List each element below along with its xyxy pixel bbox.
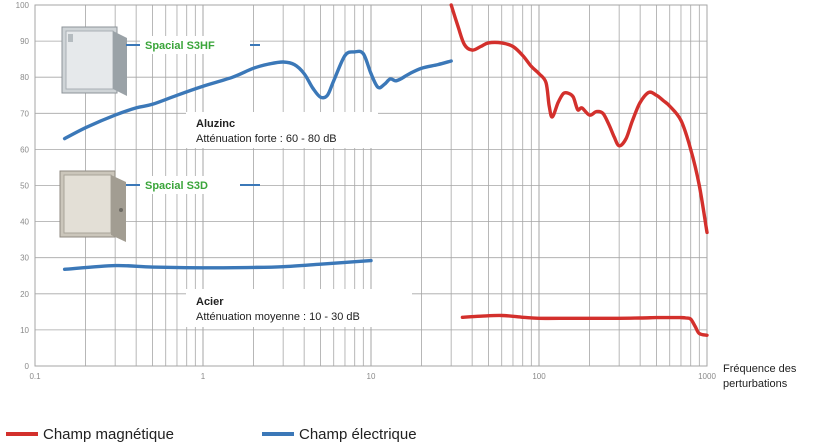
x-tick-label: 1000	[698, 372, 716, 381]
series-champ-magnetique	[449, 3, 709, 337]
series-line-champ-magnetique-segment-1	[449, 3, 709, 235]
y-tick-label: 20	[20, 290, 29, 299]
svg-text:Atténuation moyenne : 10 - 30: Atténuation moyenne : 10 - 30 dB	[196, 311, 360, 323]
chart: 0 10 20 30 40 50 60 70 80 90 100 0.1 1 10 100 1000 Spac…	[16, 1, 797, 390]
y-tick-label: 80	[20, 73, 29, 82]
legend-label-champ-electrique: Champ électrique	[299, 425, 417, 443]
annotation-aluzinc: Aluzinc Atténuation forte : 60 - 80 dB	[186, 112, 378, 148]
x-tick-label: 1	[201, 372, 206, 381]
y-tick-label: 40	[20, 218, 29, 227]
y-tick-label: 90	[20, 37, 29, 46]
x-axis-title: Fréquence des perturbations	[723, 363, 797, 390]
x-tick-label: 100	[532, 372, 546, 381]
y-tick-label: 10	[20, 326, 29, 335]
enclosure-s3hf-image	[61, 26, 127, 96]
annotation-acier: Acier Atténuation moyenne : 10 - 30 dB	[186, 289, 412, 327]
svg-text:Spacial S3HF: Spacial S3HF	[145, 40, 215, 52]
svg-text:Spacial S3D: Spacial S3D	[145, 180, 208, 192]
series-champ-electrique	[62, 49, 453, 271]
legend-swatch-champ-magnetique	[6, 432, 38, 436]
series-line-champ-electrique-segment-1	[62, 49, 453, 141]
legend-label-champ-magnetique: Champ magnétique	[43, 425, 174, 443]
product-label-s3d: Spacial S3D	[126, 176, 260, 194]
legend-item-champ-magnetique: Champ magnétique	[6, 424, 174, 444]
svg-text:perturbations: perturbations	[723, 378, 788, 390]
y-tick-label: 100	[16, 1, 30, 10]
legend-item-champ-electrique: Champ électrique	[262, 424, 417, 444]
x-tick-label: 0.1	[29, 372, 41, 381]
svg-text:Fréquence des: Fréquence des	[723, 363, 797, 375]
legend: Champ magnétique Champ électrique	[0, 424, 830, 444]
x-tick-label: 10	[367, 372, 376, 381]
y-tick-label: 30	[20, 254, 29, 263]
y-tick-label: 0	[25, 362, 30, 371]
series-line-champ-magnetique-segment-2	[460, 313, 709, 337]
svg-text:Acier: Acier	[196, 296, 224, 308]
series-line-champ-electrique-segment-2	[62, 258, 373, 271]
legend-swatch-champ-electrique	[262, 432, 294, 436]
product-label-s3hf: Spacial S3HF	[126, 36, 260, 54]
svg-text:Atténuation forte : 60 - 80 dB: Atténuation forte : 60 - 80 dB	[196, 133, 337, 145]
y-tick-label: 60	[20, 145, 29, 154]
y-tick-label: 70	[20, 109, 29, 118]
svg-text:Aluzinc: Aluzinc	[196, 118, 235, 130]
y-tick-label: 50	[20, 182, 29, 191]
enclosure-s3d-image	[59, 170, 126, 242]
